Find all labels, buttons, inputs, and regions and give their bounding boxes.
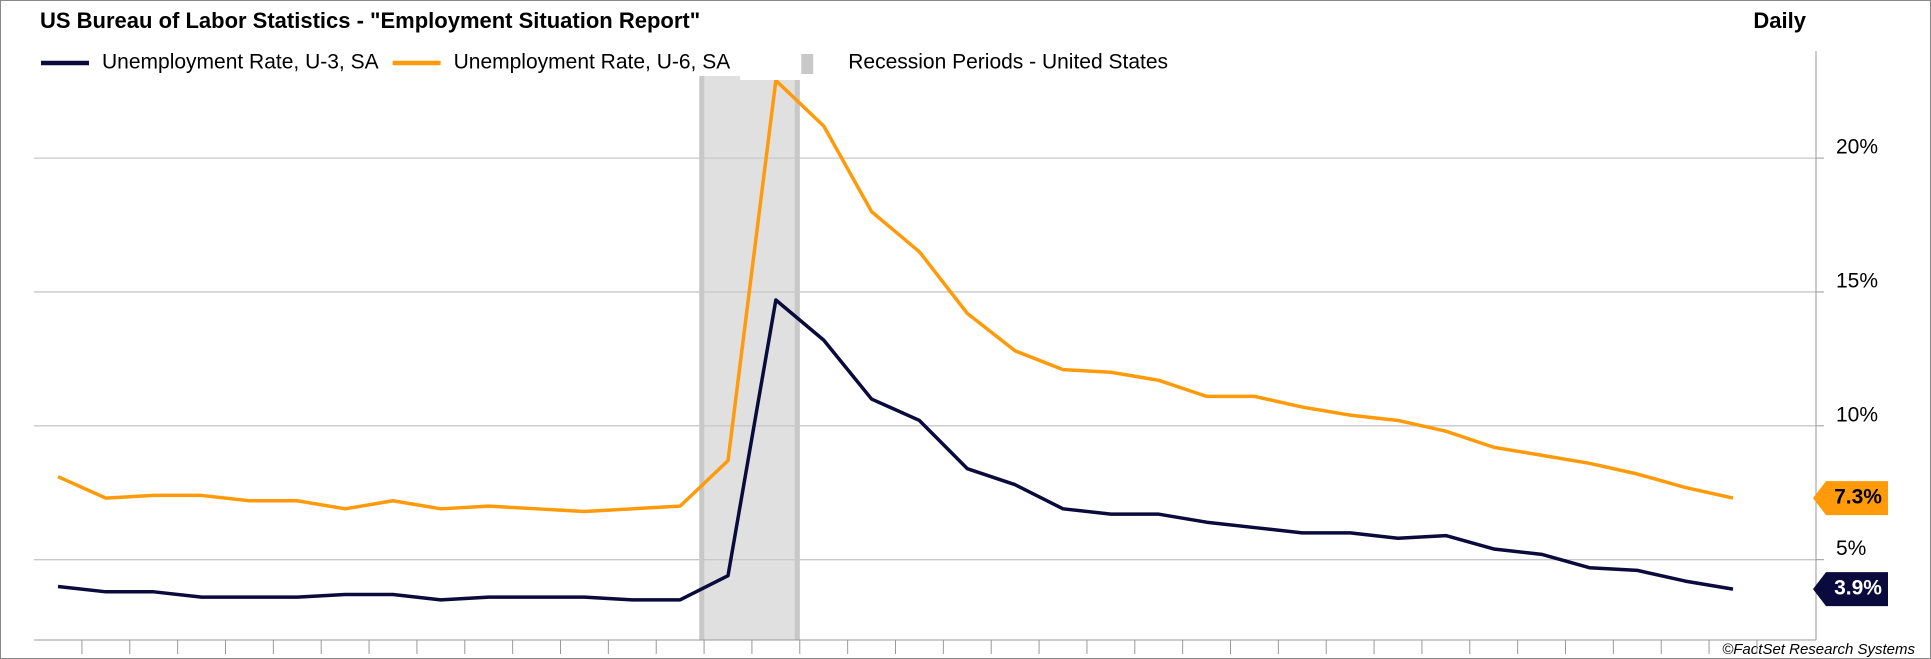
source: ©FactSet Research Systems — [1722, 641, 1915, 658]
legend-label: Recession Periods - United States — [848, 51, 1168, 74]
last-value-label: 7.3% — [1834, 486, 1882, 509]
legend-label: Unemployment Rate, U-3, SA — [102, 51, 379, 74]
y-tick-label: 20% — [1836, 136, 1878, 159]
recession-edge — [794, 76, 800, 640]
recession-edge — [699, 76, 705, 640]
y-tick-label: 10% — [1836, 403, 1878, 426]
series-line — [57, 78, 1734, 514]
frequency: Daily — [1753, 8, 1806, 33]
y-tick-label: 5% — [1836, 537, 1866, 560]
chart-title: US Bureau of Labor Statistics - "Employm… — [40, 8, 700, 33]
legend-label: Unemployment Rate, U-6, SA — [454, 51, 731, 74]
last-value-label: 3.9% — [1834, 577, 1882, 600]
recession-band — [699, 76, 800, 640]
legend-bg — [740, 50, 845, 80]
legend-swatch — [801, 54, 814, 74]
last-value-badge — [1813, 572, 1888, 607]
last-value-badge — [1813, 481, 1888, 516]
legend: Unemployment Rate, U-3, SA Unemployment R… — [41, 50, 1168, 80]
y-tick-label: 15% — [1836, 270, 1878, 293]
series-line — [57, 298, 1734, 602]
